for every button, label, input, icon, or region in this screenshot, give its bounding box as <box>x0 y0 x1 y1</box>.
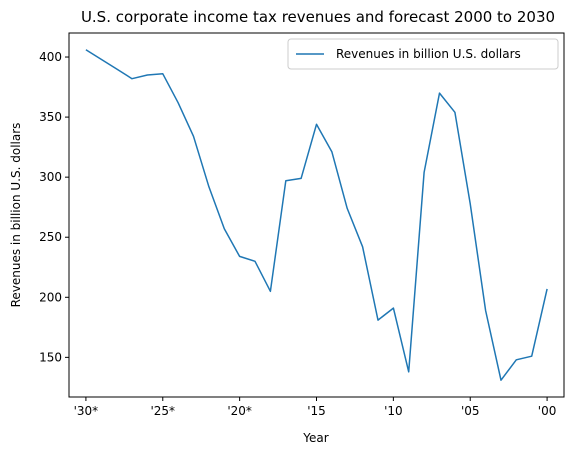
x-tick-label: '10 <box>384 404 403 418</box>
series-layer <box>85 49 548 381</box>
x-tick-label: '25* <box>150 404 175 418</box>
x-tick-label: '00 <box>538 404 557 418</box>
plot-area: '30* '25* '20* '15 '10 '05 '00 150 200 250 300 350… <box>39 32 565 418</box>
x-axis: '30* '25* '20* '15 '10 '05 '00 <box>74 397 557 418</box>
series-line <box>85 49 548 381</box>
y-tick-label: 300 <box>39 170 62 184</box>
x-tick-label: '15 <box>307 404 326 418</box>
legend-label: Revenues in billion U.S. dollars <box>336 47 521 61</box>
y-axis: 150 200 250 300 350 400 <box>39 50 69 364</box>
x-tick-label: '20* <box>227 404 252 418</box>
x-axis-label: Year <box>302 431 328 445</box>
legend-frame <box>287 38 559 70</box>
x-tick-label: '05 <box>461 404 480 418</box>
chart-title: U.S. corporate income tax revenues and f… <box>81 8 555 26</box>
plot-frame <box>68 32 565 398</box>
y-tick-label: 400 <box>39 50 62 64</box>
x-tick-label: '30* <box>74 404 99 418</box>
legend: Revenues in billion U.S. dollars <box>287 38 559 70</box>
y-axis-label: Revenues in billion U.S. dollars <box>9 123 23 308</box>
y-tick-label: 200 <box>39 290 62 304</box>
y-tick-label: 250 <box>39 230 62 244</box>
y-tick-label: 350 <box>39 110 62 124</box>
y-tick-label: 150 <box>39 350 62 364</box>
